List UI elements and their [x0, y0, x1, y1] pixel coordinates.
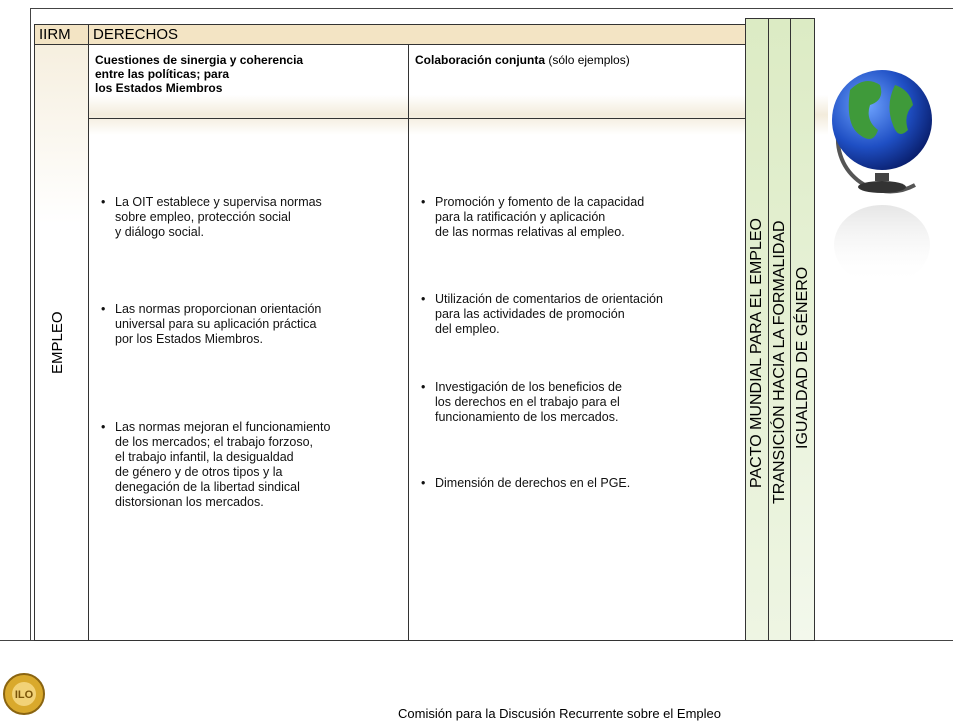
heading-line: entre las políticas; para: [95, 67, 230, 81]
side-cell: TRANSICIÓN HACIA LA FORMALIDAD: [768, 18, 791, 641]
bullet: La OIT establece y supervisa normassobre…: [101, 195, 322, 240]
bullet-line: distorsionan los mercados.: [115, 495, 264, 509]
bullet-line: Utilización de comentarios de orientació…: [435, 292, 663, 306]
side-cell: IGUALDAD DE GÉNERO: [790, 18, 815, 641]
heading-bold: Colaboración conjunta: [415, 53, 546, 67]
frame-top: [30, 8, 953, 9]
bullet: Las normas proporcionan orientaciónunive…: [101, 302, 322, 347]
bullet-line: universal para su aplicación práctica: [115, 317, 317, 331]
bullet-line: denegación de la libertad sindical: [115, 480, 300, 494]
bullet-line: los derechos en el trabajo para el: [435, 395, 620, 409]
ilo-logo: ILO: [3, 673, 45, 715]
bullet-line: Promoción y fomento de la capacidad: [435, 195, 645, 209]
bullet-line: Las normas proporcionan orientación: [115, 302, 322, 316]
col-heading: Cuestiones de sinergia y coherencia entre…: [88, 44, 409, 119]
heading-line: los Estados Miembros: [95, 81, 223, 95]
svg-text:ILO: ILO: [15, 689, 34, 701]
bullet-line: y diálogo social.: [115, 225, 204, 239]
bullet-line: el trabajo infantil, la desigualdad: [115, 450, 294, 464]
bullet-line: por los Estados Miembros.: [115, 332, 263, 346]
row-label: EMPLEO: [49, 311, 66, 374]
header-code: IIRM: [34, 24, 89, 45]
side-label: IGUALDAD DE GÉNERO: [794, 266, 811, 449]
heading-line: Cuestiones de sinergia y coherencia: [95, 53, 304, 67]
side-label: PACTO MUNDIAL PARA EL EMPLEO: [748, 218, 765, 489]
globe: [832, 70, 932, 285]
bullet: Promoción y fomento de la capacidadpara …: [421, 195, 645, 240]
bullet-line: de género y de otros tipos y la: [115, 465, 283, 479]
col-body: La OIT establece y supervisa normassobre…: [88, 118, 409, 641]
bullet-line: Dimensión de derechos en el PGE.: [435, 476, 631, 490]
heading-note: (sólo ejemplos): [548, 53, 630, 67]
side-cell: PACTO MUNDIAL PARA EL EMPLEO: [745, 18, 769, 641]
frame-left: [30, 8, 31, 641]
bullet-line: de las normas relativas al empleo.: [435, 225, 625, 239]
bullet-line: de los mercados; el trabajo forzoso,: [115, 435, 314, 449]
footer: Comisión para la Discusión Recurrente so…: [398, 706, 721, 721]
band: [88, 95, 828, 135]
bullet-line: para las actividades de promoción: [435, 307, 625, 321]
row-label-cell: EMPLEO: [34, 44, 89, 641]
side-label: TRANSICIÓN HACIA LA FORMALIDAD: [771, 220, 788, 505]
bullet-line: sobre empleo, protección social: [115, 210, 291, 224]
bullet-line: Investigación de los beneficios de: [435, 380, 622, 394]
bullet-line: del empleo.: [435, 322, 500, 336]
bullet: Utilización de comentarios de orientació…: [421, 292, 663, 337]
bullet-line: funcionamiento de los mercados.: [435, 410, 619, 424]
col-body: Promoción y fomento de la capacidadpara …: [408, 118, 746, 641]
bullet: Dimensión de derechos en el PGE.: [421, 476, 631, 491]
bullet-line: La OIT establece y supervisa normas: [115, 195, 322, 209]
bullet-line: Las normas mejoran el funcionamiento: [115, 420, 331, 434]
header-title: DERECHOS: [88, 24, 746, 45]
bullet-line: para la ratificación y aplicación: [435, 210, 606, 224]
col-heading: Colaboración conjunta (sólo ejemplos): [408, 44, 746, 119]
